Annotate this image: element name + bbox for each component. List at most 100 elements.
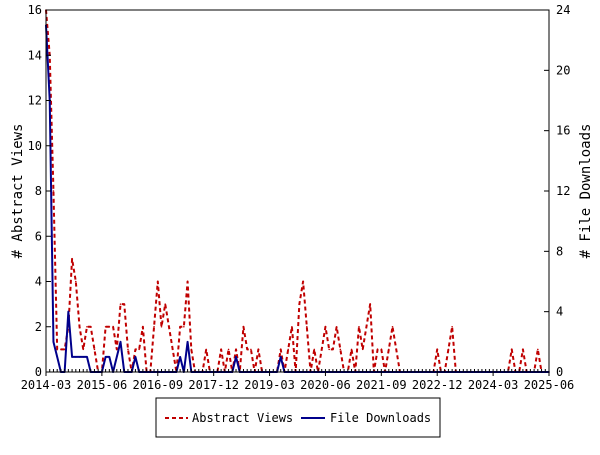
series-point bbox=[380, 348, 383, 351]
series-point bbox=[160, 325, 163, 328]
series-point bbox=[186, 341, 189, 343]
series-point bbox=[171, 348, 174, 351]
series-point bbox=[332, 348, 334, 351]
x-tick-label: 2017-12 bbox=[188, 378, 239, 392]
y-right-tick-label: 24 bbox=[556, 3, 570, 17]
legend: Abstract Views File Downloads bbox=[155, 397, 441, 438]
series-point bbox=[328, 348, 330, 351]
series-point bbox=[71, 258, 73, 260]
series-point bbox=[242, 325, 245, 328]
x-tick-label: 2020-06 bbox=[300, 378, 351, 392]
series-point bbox=[71, 356, 73, 358]
series-point bbox=[86, 325, 88, 328]
series-point bbox=[235, 356, 237, 358]
y-left-tick-label: 14 bbox=[28, 48, 42, 62]
x-tick-label: 2015-06 bbox=[77, 378, 128, 392]
x-tick-label: 2024-03 bbox=[468, 378, 519, 392]
series-point bbox=[186, 280, 189, 283]
series-point bbox=[82, 356, 85, 358]
x-tick-label: 2021-09 bbox=[356, 378, 407, 392]
series-point bbox=[127, 348, 129, 351]
series-point bbox=[350, 348, 353, 351]
series-point bbox=[104, 356, 107, 358]
series-point bbox=[339, 348, 342, 351]
y-left-tick-label: 8 bbox=[35, 184, 42, 198]
series-point bbox=[376, 348, 379, 351]
legend-label-abstract-views: Abstract Views bbox=[192, 411, 293, 425]
series-point bbox=[306, 325, 308, 328]
series-point bbox=[510, 348, 513, 351]
series-point bbox=[436, 348, 439, 351]
x-tick-label: 2019-03 bbox=[244, 378, 295, 392]
series-point bbox=[365, 325, 368, 328]
series-point bbox=[320, 348, 323, 351]
y-left-tick-label: 0 bbox=[35, 365, 42, 379]
series-point bbox=[324, 325, 327, 328]
series-point bbox=[112, 325, 114, 328]
series-point bbox=[257, 348, 260, 351]
series-point bbox=[227, 348, 230, 351]
y-axis-title-left: # Abstract Views bbox=[10, 124, 26, 259]
series-point bbox=[153, 325, 155, 328]
series-point bbox=[298, 303, 301, 305]
series-point bbox=[291, 325, 293, 328]
series-point bbox=[52, 341, 55, 343]
series-point bbox=[451, 325, 453, 328]
legend-label-file-downloads: File Downloads bbox=[330, 411, 431, 425]
series-point bbox=[108, 356, 111, 358]
series-point bbox=[75, 356, 77, 358]
series-point bbox=[82, 348, 85, 351]
series-point bbox=[447, 348, 450, 351]
series-point bbox=[395, 348, 398, 351]
series-point bbox=[86, 356, 88, 358]
series-point bbox=[302, 280, 304, 283]
series-point bbox=[115, 356, 118, 358]
series-point bbox=[78, 356, 81, 358]
x-tick-label: 2025-06 bbox=[524, 378, 575, 392]
y-axis-title-right: # File Downloads bbox=[578, 124, 594, 259]
series-point bbox=[75, 280, 77, 283]
series-point bbox=[67, 310, 70, 313]
series-point bbox=[369, 303, 371, 305]
y-left-tick-label: 6 bbox=[35, 229, 42, 243]
series-point bbox=[56, 348, 58, 351]
y-right-tick-label: 8 bbox=[556, 244, 563, 258]
x-tick-label: 2014-03 bbox=[21, 378, 72, 392]
series-point bbox=[60, 348, 62, 351]
series-point bbox=[164, 303, 167, 305]
y-right-tick-label: 12 bbox=[556, 184, 570, 198]
series-point bbox=[52, 190, 55, 192]
y-right-tick-label: 0 bbox=[556, 365, 563, 379]
series-point bbox=[56, 356, 58, 358]
series-point bbox=[142, 325, 144, 328]
series-point bbox=[358, 325, 360, 328]
y-left-tick-label: 12 bbox=[28, 94, 42, 108]
series-point bbox=[313, 348, 316, 351]
legend-box bbox=[155, 397, 441, 438]
series-point bbox=[179, 356, 181, 358]
series-point bbox=[119, 303, 122, 305]
y-left-tick-label: 10 bbox=[28, 139, 42, 153]
x-tick-label: 2022-12 bbox=[412, 378, 463, 392]
series-line-abstract-views bbox=[45, 9, 549, 373]
series-point bbox=[123, 303, 126, 305]
series-point bbox=[115, 348, 118, 351]
series-point bbox=[335, 325, 338, 328]
series-point bbox=[522, 348, 524, 351]
series-point bbox=[93, 348, 96, 351]
series-point bbox=[119, 341, 122, 343]
series-point bbox=[361, 348, 364, 351]
series-point bbox=[190, 348, 193, 351]
series-point bbox=[138, 348, 140, 351]
series-point bbox=[537, 348, 539, 351]
series-point bbox=[156, 280, 159, 283]
series-point bbox=[89, 325, 92, 328]
series-point bbox=[183, 325, 185, 328]
series-point bbox=[134, 356, 137, 358]
series-point bbox=[134, 348, 137, 351]
series-point bbox=[279, 356, 282, 358]
